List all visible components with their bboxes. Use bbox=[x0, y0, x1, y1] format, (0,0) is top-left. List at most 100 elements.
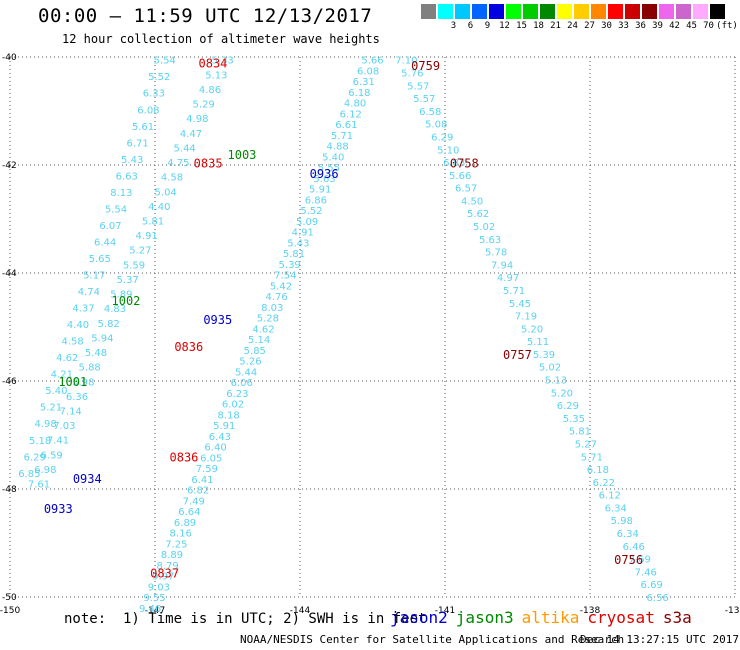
wave-height-value: 7.94 bbox=[491, 260, 513, 271]
wave-height-value: 5.76 bbox=[401, 68, 423, 79]
wave-height-value: 4.97 bbox=[497, 273, 519, 284]
scale-swatch bbox=[523, 4, 538, 19]
scale-swatch bbox=[693, 4, 708, 19]
wave-height-value: 6.61 bbox=[335, 120, 357, 131]
wave-height-value: 5.29 bbox=[193, 100, 215, 111]
scale-label: 45 bbox=[686, 21, 697, 31]
wave-height-value: 7.61 bbox=[28, 480, 50, 491]
wave-height-value: 6.22 bbox=[593, 478, 615, 489]
scale-label: 36 bbox=[635, 21, 646, 31]
wave-height-value: 4.62 bbox=[56, 353, 78, 364]
lon-tick-label: -144 bbox=[290, 606, 311, 616]
wave-height-value: 5.43 bbox=[121, 155, 143, 166]
wave-height-value: 4.50 bbox=[461, 196, 483, 207]
lon-tick-label: -141 bbox=[435, 606, 455, 616]
wave-height-value: 5.39 bbox=[533, 350, 555, 361]
wave-height-value: 6.08 bbox=[137, 105, 159, 116]
wave-height-value: 6.85 bbox=[18, 469, 40, 480]
wave-height-value: 7.14 bbox=[60, 407, 82, 418]
wave-height-value: 4.91 bbox=[136, 231, 158, 242]
scale-label: 21 bbox=[550, 21, 561, 31]
wave-height-value: 4.40 bbox=[67, 320, 89, 331]
scale-swatch bbox=[591, 4, 606, 19]
wave-height-value: 5.17 bbox=[83, 271, 105, 282]
wave-height-value: 6.07 bbox=[99, 221, 121, 232]
wave-height-value: 5.63 bbox=[313, 174, 335, 185]
wave-height-value: 5.62 bbox=[467, 209, 489, 220]
wave-height-value: 5.40 bbox=[45, 386, 67, 397]
wave-height-value: 6.41 bbox=[191, 475, 213, 486]
wave-height-value: 7.25 bbox=[165, 539, 187, 550]
generated-timestamp: Dec 14 13:27:15 UTC 2017 bbox=[580, 633, 739, 646]
pass-time-label: 0756 bbox=[614, 553, 643, 567]
wave-height-value: 6.02 bbox=[222, 400, 244, 411]
wave-height-value: 6.71 bbox=[126, 138, 148, 149]
wave-height-value: 5.71 bbox=[503, 286, 525, 297]
scale-label: 24 bbox=[567, 21, 578, 31]
lat-tick-label: -48 bbox=[2, 485, 17, 495]
wave-height-value: 6.29 bbox=[431, 132, 453, 143]
wave-height-value: 5.27 bbox=[129, 246, 151, 257]
wave-height-value: 5.42 bbox=[270, 281, 292, 292]
wave-height-value: 5.43 bbox=[287, 238, 309, 249]
wave-height-value: 9.46 bbox=[139, 604, 161, 615]
wave-height-value: 7.41 bbox=[47, 436, 69, 447]
scale-swatch bbox=[438, 4, 453, 19]
page-subtitle: 12 hour collection of altimeter wave hei… bbox=[62, 32, 380, 46]
scale-swatch bbox=[676, 4, 691, 19]
pass-time-label: 0835 bbox=[194, 156, 223, 170]
pass-time-label: 0759 bbox=[411, 59, 440, 73]
scale-swatch bbox=[472, 4, 487, 19]
wave-height-value: 4.80 bbox=[344, 99, 366, 110]
wave-height-value: 6.18 bbox=[587, 465, 609, 476]
wave-height-value: 6.36 bbox=[66, 392, 88, 403]
wave-height-value: 5.18 bbox=[29, 436, 51, 447]
wave-height-value: 6.40 bbox=[204, 443, 226, 454]
lat-tick-label: -40 bbox=[2, 53, 17, 63]
scale-label: 6 bbox=[467, 21, 474, 31]
wave-height-value: 9.03 bbox=[148, 582, 170, 593]
pass-time-label: 0935 bbox=[203, 313, 232, 327]
scale-swatch bbox=[540, 4, 555, 19]
wave-height-value: 5.48 bbox=[85, 348, 107, 359]
pass-time-label: 1003 bbox=[228, 148, 257, 162]
wave-height-value: 5.66 bbox=[361, 56, 383, 67]
wave-height-value: 4.74 bbox=[78, 287, 100, 298]
wave-height-value: 5.89 bbox=[110, 290, 132, 301]
wave-height-value: 7.49 bbox=[183, 496, 205, 507]
scale-swatch bbox=[574, 4, 589, 19]
wave-height-value: 6.08 bbox=[357, 66, 379, 77]
wave-height-value: 5.54 bbox=[154, 56, 176, 67]
lon-tick-label: -147 bbox=[145, 606, 165, 616]
pass-time-label: 0936 bbox=[310, 167, 339, 181]
wave-height-value: 4.47 bbox=[180, 129, 202, 140]
scale-swatch bbox=[608, 4, 623, 19]
wave-height-value: 5.81 bbox=[569, 427, 591, 438]
wave-height-value: 8.03 bbox=[261, 303, 283, 314]
lon-tick-label: -138 bbox=[580, 606, 601, 616]
wave-height-value: 6.44 bbox=[94, 237, 116, 248]
pass-time-label: 1001 bbox=[58, 375, 87, 389]
legend-entry: s3a bbox=[662, 608, 692, 627]
wave-height-value: 8.18 bbox=[218, 410, 240, 421]
wave-height-value: 5.02 bbox=[539, 363, 561, 374]
scale-swatch bbox=[659, 4, 674, 19]
scale-swatch bbox=[557, 4, 572, 19]
scale-swatch bbox=[710, 4, 725, 19]
wave-height-value: 6.12 bbox=[599, 491, 621, 502]
wave-height-value: 5.14 bbox=[248, 335, 270, 346]
wave-height-value: 5.81 bbox=[142, 216, 164, 227]
lon-tick-label: -150 bbox=[0, 606, 20, 616]
lat-tick-label: -46 bbox=[2, 377, 17, 387]
footnote: note: 1) Time is in UTC; 2) SWH is in fe… bbox=[64, 611, 427, 627]
pass-time-label: 0934 bbox=[73, 472, 102, 486]
wave-height-value: 6.18 bbox=[348, 88, 370, 99]
wave-height-value: 5.26 bbox=[239, 357, 261, 368]
wave-height-value: 8.79 bbox=[156, 561, 178, 572]
wave-height-value: 5.82 bbox=[98, 319, 120, 330]
wave-height-value: 5.40 bbox=[322, 152, 344, 163]
wave-height-value: 6.33 bbox=[143, 89, 165, 100]
wave-height-value: 5.09 bbox=[296, 217, 318, 228]
wave-height-value: 6.34 bbox=[617, 529, 639, 540]
wave-height-value: 8.16 bbox=[170, 529, 192, 540]
